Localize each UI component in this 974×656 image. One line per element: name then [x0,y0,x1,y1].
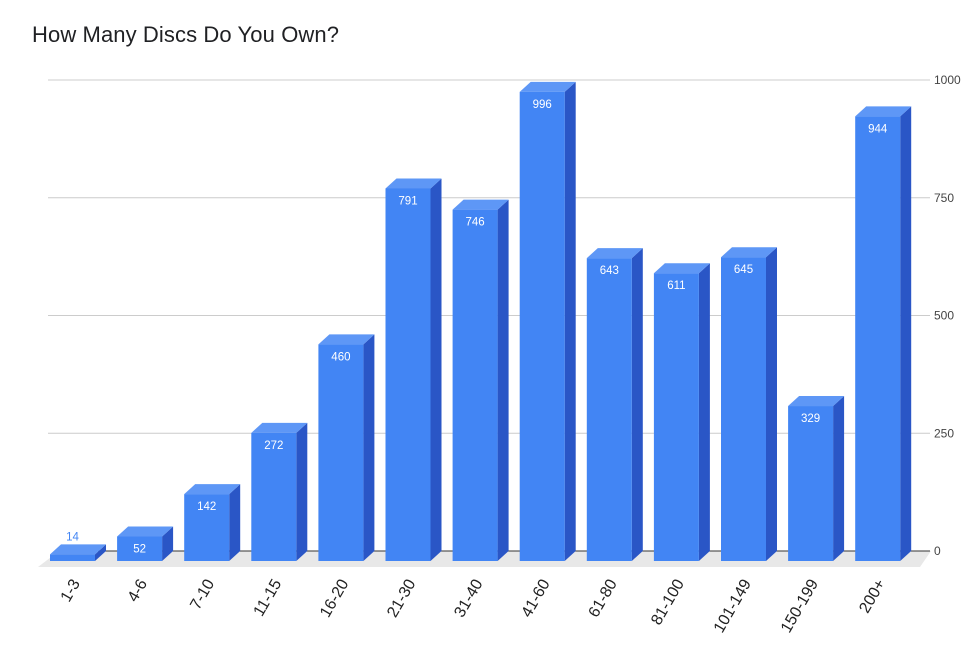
y-tick-label: 250 [934,426,954,440]
bar-side [766,247,777,561]
data-label: 944 [868,123,888,135]
bar [519,91,565,561]
bar-side [631,248,643,561]
bar-side [229,484,241,561]
bar [721,257,766,561]
bar [452,209,498,561]
bar-side [162,526,174,561]
x-tick-label: 21-30 [384,576,419,620]
y-axis-ticks: 0 250 500 750 1000 [934,73,961,558]
y-tick-label: 500 [934,309,954,323]
x-tick-label: 150-199 [778,576,822,635]
bar-side [363,334,375,561]
data-label: 272 [264,440,283,452]
bar-top [788,396,845,407]
data-labels: 14 52 142 272 460 791 746 996 643 611 645 329 944 [66,99,888,556]
bar [788,406,834,561]
x-tick-label: 7-10 [187,576,218,612]
x-tick-label: 1-3 [58,576,84,605]
x-tick-label: 81-100 [648,576,688,628]
bar-top [586,248,643,259]
y-tick-label: 750 [934,191,954,205]
data-label: 791 [398,195,417,207]
data-label: 746 [466,217,485,229]
x-tick-label: 16-20 [317,576,352,620]
data-label: 14 [66,531,79,543]
bar [251,432,297,561]
data-label: 52 [133,544,146,556]
x-tick-label: 61-80 [586,576,621,620]
bar-side [95,544,106,561]
bar-top [251,422,308,433]
data-label: 643 [600,265,619,277]
bar-top [653,263,710,274]
bar [855,116,901,561]
bar [385,188,431,561]
bar-side [564,81,576,561]
bar-top [184,484,241,495]
data-label: 460 [331,351,350,363]
bar-top [519,81,576,92]
x-tick-label: 11-15 [251,576,286,619]
data-label: 611 [667,280,685,292]
bars [50,81,912,561]
bar-side [900,106,912,561]
data-label: 996 [533,99,552,111]
bar-side [296,422,308,561]
x-axis-ticks: 1-3 4-6 7-10 11-15 16-20 21-30 31-40 41-60 61-80… [58,576,889,635]
bar [50,554,95,561]
bar [318,344,364,561]
bar-top [50,544,106,555]
data-label: 645 [734,264,753,276]
bar [117,536,163,561]
bar-top [855,106,912,117]
bar-top [318,334,375,345]
x-tick-label: 101-149 [711,576,755,635]
x-tick-label: 200+ [856,577,889,617]
bar-side [430,178,442,561]
bar [653,273,699,561]
bar [184,494,230,561]
data-label: 329 [801,413,820,425]
bar [586,258,632,561]
data-label: 142 [197,501,216,513]
y-tick-label: 0 [934,544,941,558]
bar-side [833,396,845,561]
chart-title: How Many Discs Do You Own? [32,22,340,47]
bar-top [721,247,777,258]
bar-side [698,263,710,561]
bar-top [385,178,442,189]
bar-side [497,199,509,561]
x-tick-label: 31-40 [451,576,486,620]
bar-top [117,526,174,537]
bar-top [452,199,509,210]
y-tick-label: 1000 [934,73,961,87]
x-tick-label: 41-60 [518,576,553,620]
x-tick-label: 4-6 [125,576,151,605]
